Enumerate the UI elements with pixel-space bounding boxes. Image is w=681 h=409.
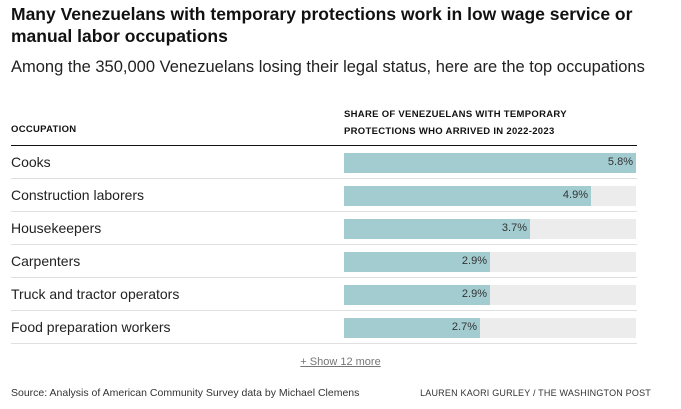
chart-title: Many Venezuelans with temporary protecti… bbox=[11, 4, 633, 46]
occupation-column-header: OCCUPATION bbox=[11, 124, 77, 135]
bar-track: 2.9% bbox=[344, 285, 636, 305]
share-column-header: SHARE OF VENEZUELANS WITH TEMPORARY PROT… bbox=[344, 106, 567, 140]
bar bbox=[344, 153, 636, 173]
source-note: Source: Analysis of American Community S… bbox=[11, 387, 360, 399]
bar-row: Carpenters 2.9% bbox=[11, 245, 637, 278]
bar-row: Truck and tractor operators 2.9% bbox=[11, 278, 637, 311]
header-divider bbox=[11, 145, 637, 146]
bar-value-label: 3.7% bbox=[501, 222, 527, 234]
bar-value-label: 2.9% bbox=[461, 255, 487, 267]
bar-row: Housekeepers 3.7% bbox=[11, 212, 637, 245]
bar-track: 2.7% bbox=[344, 318, 636, 338]
bar-track: 2.9% bbox=[344, 252, 636, 272]
occupation-label: Cooks bbox=[11, 154, 51, 170]
bar bbox=[344, 285, 490, 305]
occupation-label: Housekeepers bbox=[11, 220, 102, 236]
occupation-label: Food preparation workers bbox=[11, 319, 171, 335]
bar-track: 3.7% bbox=[344, 219, 636, 239]
occupation-label: Construction laborers bbox=[11, 187, 145, 203]
bar-value-label: 4.9% bbox=[562, 189, 588, 201]
share-column-header-line1: SHARE OF VENEZUELANS WITH TEMPORARY bbox=[344, 109, 567, 120]
bar-row: Food preparation workers 2.7% bbox=[11, 311, 637, 344]
chart-subtitle: Among the 350,000 Venezuelans losing the… bbox=[11, 58, 645, 76]
bar bbox=[344, 219, 530, 239]
credit-line: LAUREN KAORI GURLEY / THE WASHINGTON POS… bbox=[420, 388, 651, 398]
bar bbox=[344, 318, 480, 338]
occupation-label: Truck and tractor operators bbox=[11, 286, 180, 302]
bar-value-label: 2.7% bbox=[451, 321, 477, 333]
bar bbox=[344, 252, 490, 272]
bar-value-label: 2.9% bbox=[461, 288, 487, 300]
share-column-header-line2: PROTECTIONS WHO ARRIVED IN 2022-2023 bbox=[344, 126, 555, 137]
bar-row: Cooks 5.8% bbox=[11, 146, 637, 179]
show-more-link[interactable]: + Show 12 more bbox=[300, 356, 381, 368]
bar-track: 5.8% bbox=[344, 153, 636, 173]
bar bbox=[344, 186, 591, 206]
occupation-label: Carpenters bbox=[11, 253, 81, 269]
bar-value-label: 5.8% bbox=[607, 156, 633, 168]
bar-row: Construction laborers 4.9% bbox=[11, 179, 637, 212]
bar-track: 4.9% bbox=[344, 186, 636, 206]
